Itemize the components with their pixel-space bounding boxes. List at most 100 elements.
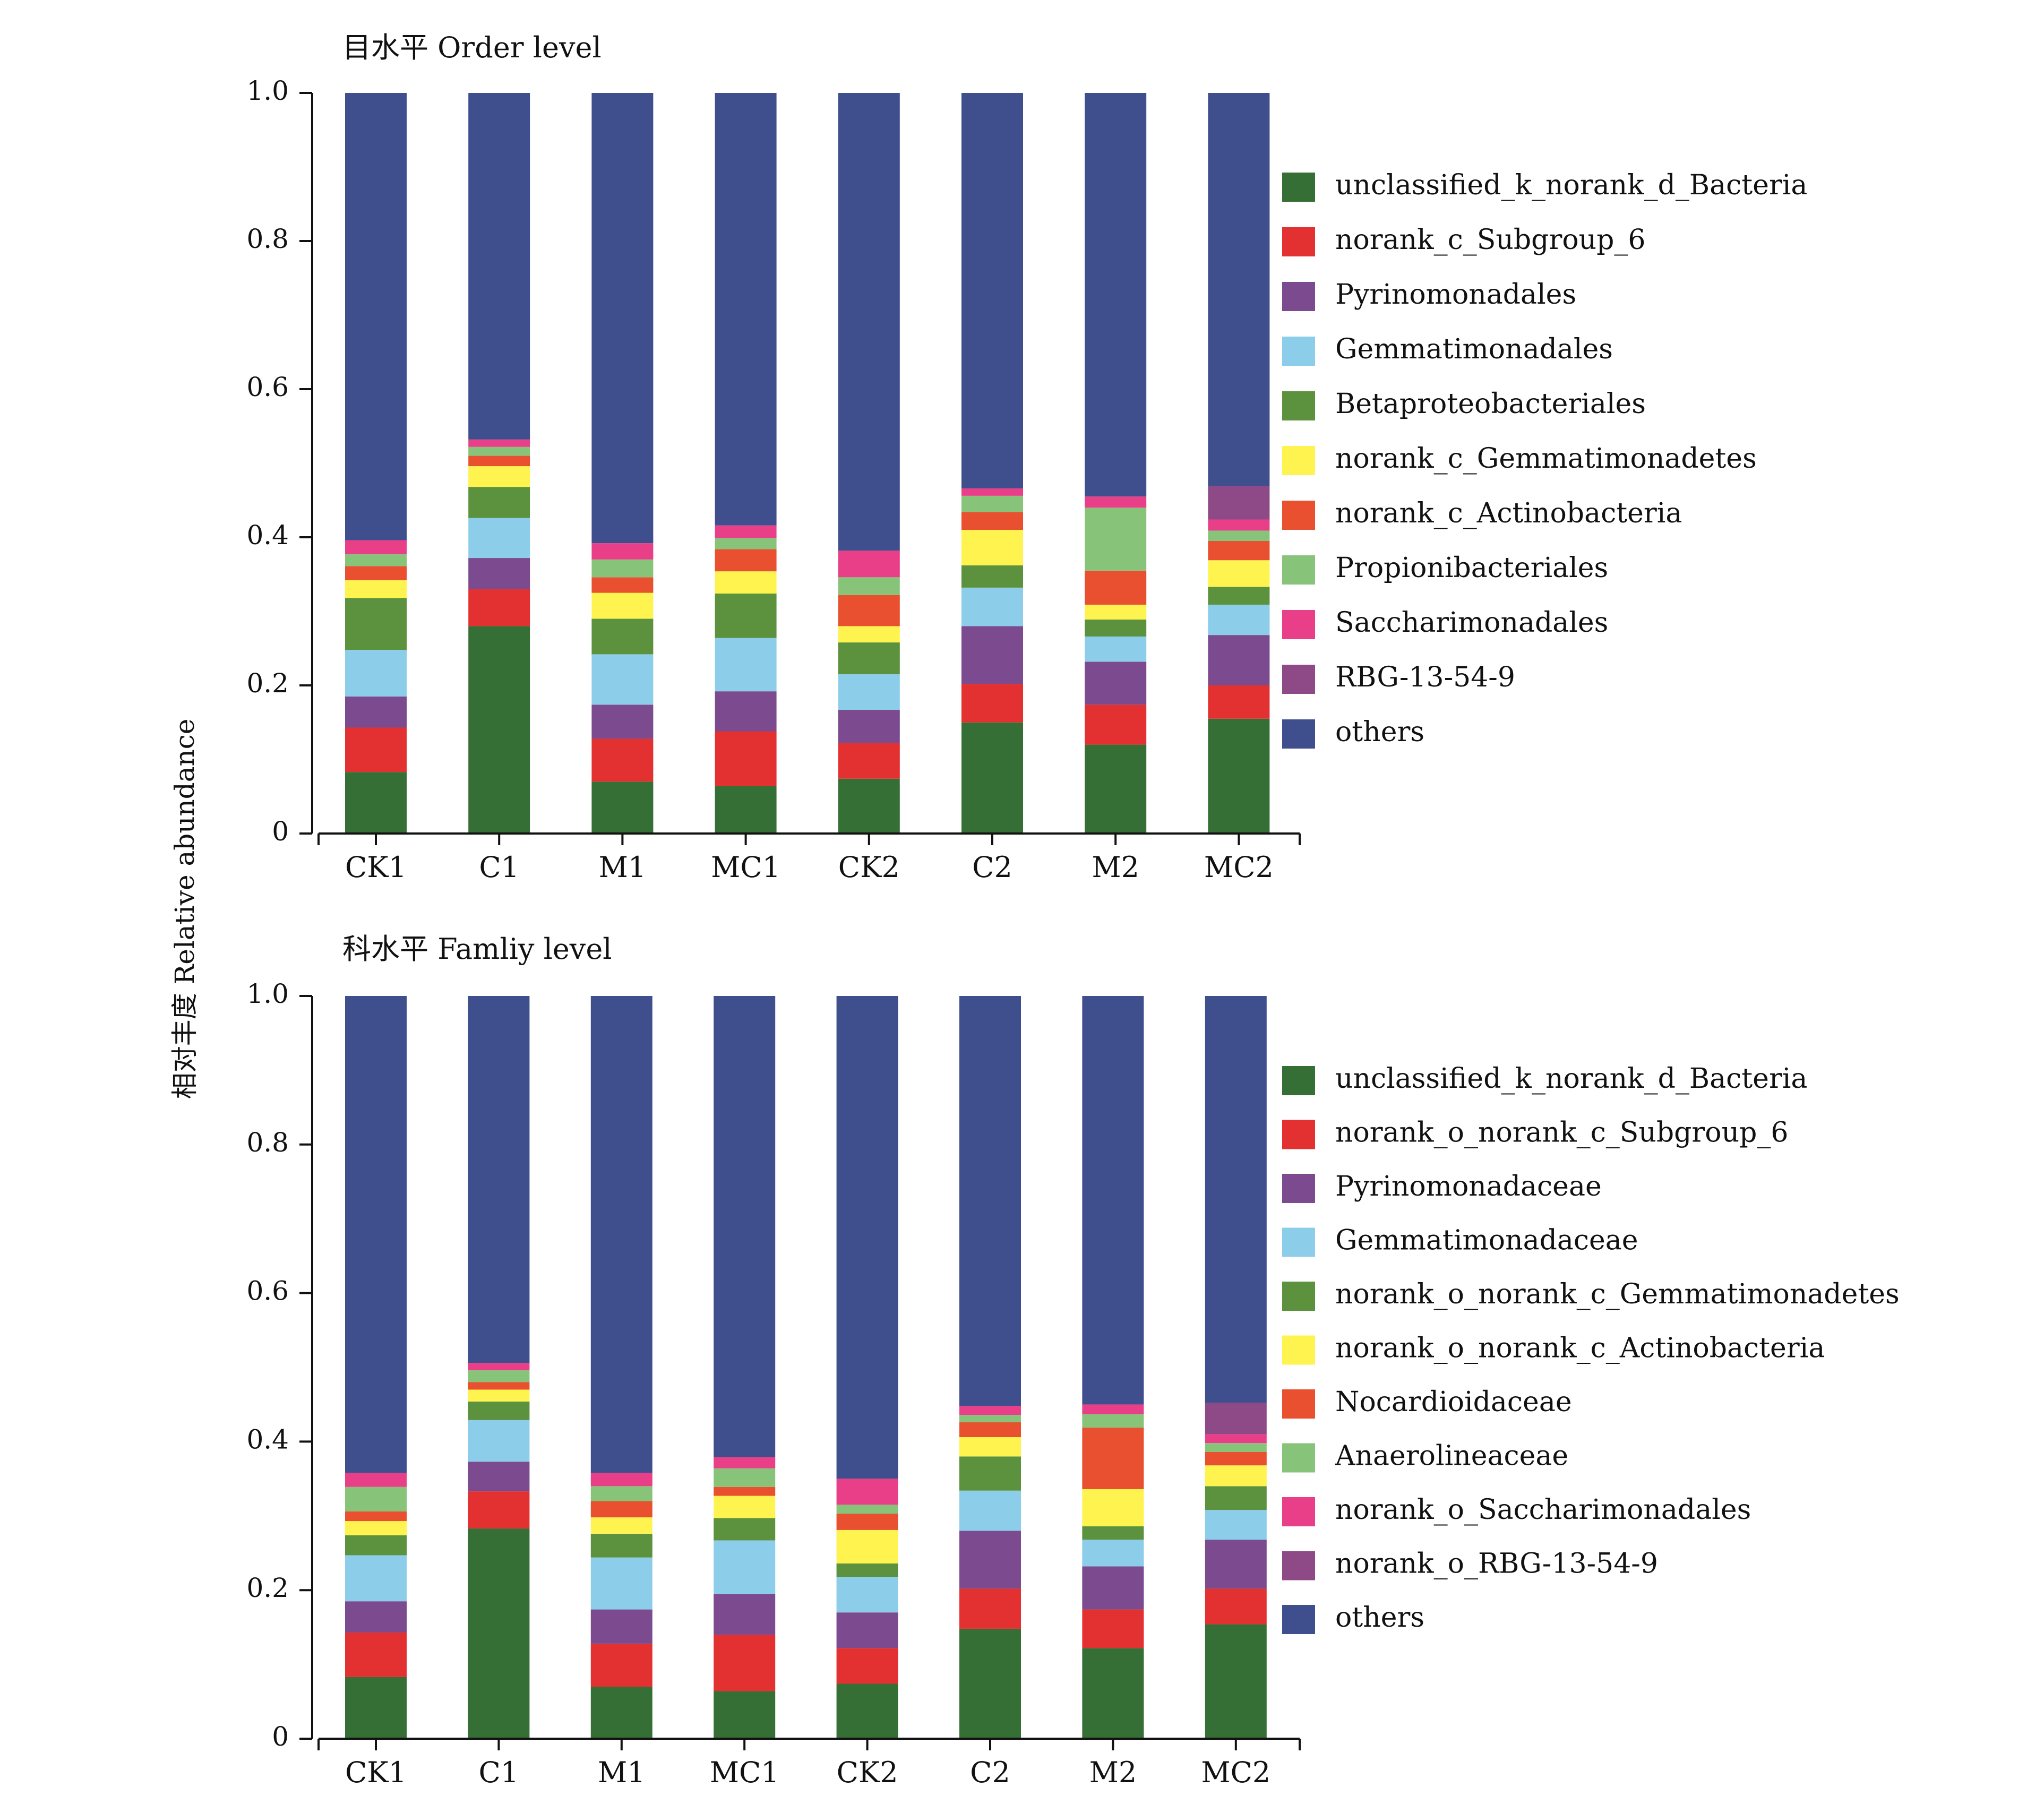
bar-segment: [590, 1643, 652, 1687]
bar-segment: [1208, 685, 1270, 719]
bar-segment: [1085, 619, 1147, 637]
bar-segment: [715, 549, 777, 572]
bar-segment: [345, 580, 407, 598]
legend-swatch: [1282, 337, 1315, 366]
bar-segment: [345, 566, 407, 580]
bar-segment: [345, 1632, 407, 1677]
bar-segment: [838, 626, 900, 643]
bar-segment: [1208, 530, 1270, 541]
bar-segment: [715, 594, 777, 638]
legend-swatch: [1282, 173, 1315, 202]
x-tick-label: MC1: [711, 851, 780, 884]
x-tick-label: M2: [1092, 851, 1139, 884]
bar-segment: [1208, 486, 1270, 520]
bar-segment: [714, 1468, 776, 1487]
bar-segment: [715, 93, 777, 526]
bar-segment: [715, 638, 777, 692]
bar-segment: [961, 488, 1023, 496]
bar-segment: [345, 1535, 407, 1556]
bar-segment: [1082, 996, 1144, 1405]
bar-segment: [714, 1594, 776, 1635]
bar-segment: [345, 996, 407, 1473]
bar-segment: [1082, 1566, 1144, 1610]
legend-swatch: [1282, 555, 1315, 585]
bar-segment: [1208, 540, 1270, 561]
legend-swatch: [1282, 610, 1315, 639]
legend-swatch: [1282, 1066, 1315, 1095]
legend-swatch: [1282, 719, 1315, 749]
bars: [345, 93, 1270, 834]
bar-segment: [961, 495, 1023, 512]
bar-segment: [591, 592, 654, 619]
bar-segment: [838, 674, 900, 710]
bar-segment: [961, 684, 1023, 723]
bar-segment: [959, 1437, 1021, 1457]
bar-segment: [468, 589, 530, 626]
legend-label: norank_o_RBG-13-54-9: [1335, 1548, 1658, 1580]
legend-label: Saccharimonadales: [1335, 607, 1608, 639]
bar-segment: [836, 996, 898, 1479]
y-tick-label: 0.8: [246, 224, 289, 254]
legend-label: unclassified_k_norank_d_Bacteria: [1335, 1063, 1807, 1095]
bar-segment: [959, 1415, 1021, 1423]
bar-segment: [468, 1462, 530, 1492]
bar-segment: [1082, 1404, 1144, 1414]
chart-title: 目水平 Order level: [342, 31, 602, 64]
bar-segment: [838, 710, 900, 743]
bar-segment: [590, 1557, 652, 1610]
y-tick-label: 0: [272, 1721, 289, 1752]
bar-segment: [959, 1531, 1021, 1589]
legend-swatch: [1282, 1174, 1315, 1203]
legend-swatch: [1282, 446, 1315, 475]
legend-swatch: [1282, 1120, 1315, 1149]
bar-segment: [1208, 560, 1270, 587]
bar-segment: [715, 538, 777, 549]
bar-segment: [345, 554, 407, 566]
y-tick-label: 0.2: [246, 668, 289, 699]
bar-segment: [590, 1609, 652, 1644]
bar-segment: [959, 1422, 1021, 1438]
bar-segment: [1208, 93, 1270, 486]
legend-label: norank_c_Gemmatimonadetes: [1335, 443, 1757, 475]
bar-segment: [1205, 1624, 1267, 1739]
bar-segment: [345, 1601, 407, 1633]
bar-segment: [1205, 1510, 1267, 1540]
bar-segment: [714, 1540, 776, 1594]
bar-segment: [714, 1518, 776, 1541]
bar-segment: [591, 559, 654, 578]
legend: unclassified_k_norank_d_Bacteria norank_c…: [1282, 169, 1807, 749]
y-tick-label: 0: [272, 816, 289, 847]
bar-segment: [468, 1389, 530, 1402]
legend-label: Gemmatimonadales: [1335, 333, 1613, 365]
bar-segment: [591, 738, 654, 782]
legend-swatch: [1282, 1335, 1315, 1365]
bar-segment: [1208, 635, 1270, 685]
bar-segment: [468, 558, 530, 589]
x-tick-label: CK1: [345, 851, 407, 884]
bar-segment: [836, 1683, 898, 1739]
bar-segment: [1085, 508, 1147, 571]
bar-segment: [715, 525, 777, 538]
bar-segment: [836, 1648, 898, 1684]
legend-label: Pyrinomonadales: [1335, 279, 1576, 311]
bar-segment: [838, 93, 900, 551]
legend-label: norank_o_norank_c_Gemmatimonadetes: [1335, 1278, 1900, 1310]
bar-segment: [1205, 1486, 1267, 1510]
legend-label: norank_c_Subgroup_6: [1335, 224, 1646, 256]
legend-swatch: [1282, 1551, 1315, 1580]
bar-segment: [591, 781, 654, 834]
bar-segment: [591, 93, 654, 544]
bar-segment: [959, 1588, 1021, 1629]
bar-segment: [838, 778, 900, 834]
x-tick-label: C2: [970, 1756, 1010, 1789]
bar-segment: [1082, 1609, 1144, 1648]
bar-segment: [468, 518, 530, 559]
bar-segment: [345, 1521, 407, 1535]
bar-segment: [590, 1486, 652, 1501]
y-axis-label-text: 相对丰度 Relative abundance: [169, 719, 200, 1099]
y-tick-label: 1.0: [246, 978, 289, 1009]
legend-swatch: [1282, 1605, 1315, 1634]
y-tick-label: 0.4: [246, 1424, 289, 1455]
bar-segment: [1082, 1526, 1144, 1540]
bar-segment: [715, 731, 777, 786]
